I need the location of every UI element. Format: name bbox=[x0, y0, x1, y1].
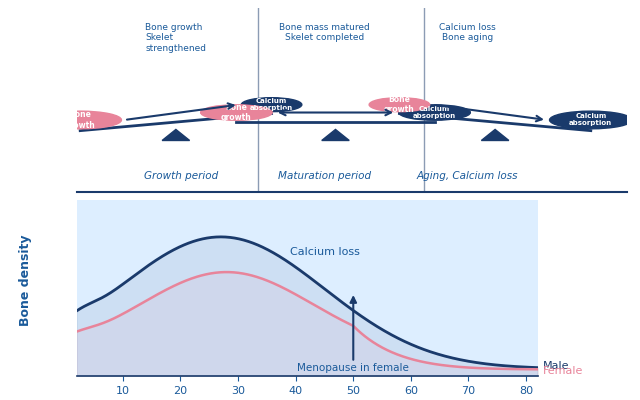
Text: Bone
growth: Bone growth bbox=[221, 103, 252, 122]
Ellipse shape bbox=[399, 105, 470, 120]
Ellipse shape bbox=[241, 98, 302, 112]
Text: Bone density: Bone density bbox=[19, 234, 32, 326]
Text: Menopause in female: Menopause in female bbox=[298, 363, 409, 373]
Text: Female: Female bbox=[543, 366, 584, 376]
Text: Male: Male bbox=[543, 361, 570, 371]
Ellipse shape bbox=[39, 111, 122, 129]
Polygon shape bbox=[481, 130, 509, 140]
Ellipse shape bbox=[201, 105, 272, 120]
Text: Bone growth
Skelet
strengthened: Bone growth Skelet strengthened bbox=[145, 23, 206, 52]
Text: Calcium
absorption: Calcium absorption bbox=[413, 106, 456, 119]
Text: Bone
growth: Bone growth bbox=[384, 95, 415, 114]
Text: Calcium
absorption: Calcium absorption bbox=[250, 98, 293, 111]
Polygon shape bbox=[322, 130, 349, 140]
Text: Bone mass matured
Skelet completed: Bone mass matured Skelet completed bbox=[279, 23, 370, 42]
Ellipse shape bbox=[369, 98, 429, 112]
Text: Aging, Calcium loss: Aging, Calcium loss bbox=[417, 171, 518, 181]
Text: Calcium
absorption: Calcium absorption bbox=[569, 114, 612, 126]
Text: Calcium loss: Calcium loss bbox=[290, 247, 360, 257]
Ellipse shape bbox=[550, 111, 632, 129]
Text: Growth period: Growth period bbox=[144, 171, 218, 181]
Text: Bone
growth: Bone growth bbox=[65, 110, 95, 130]
Text: Calcium loss
Bone aging: Calcium loss Bone aging bbox=[439, 23, 496, 42]
Polygon shape bbox=[162, 130, 189, 140]
Text: Maturation period: Maturation period bbox=[278, 171, 371, 181]
